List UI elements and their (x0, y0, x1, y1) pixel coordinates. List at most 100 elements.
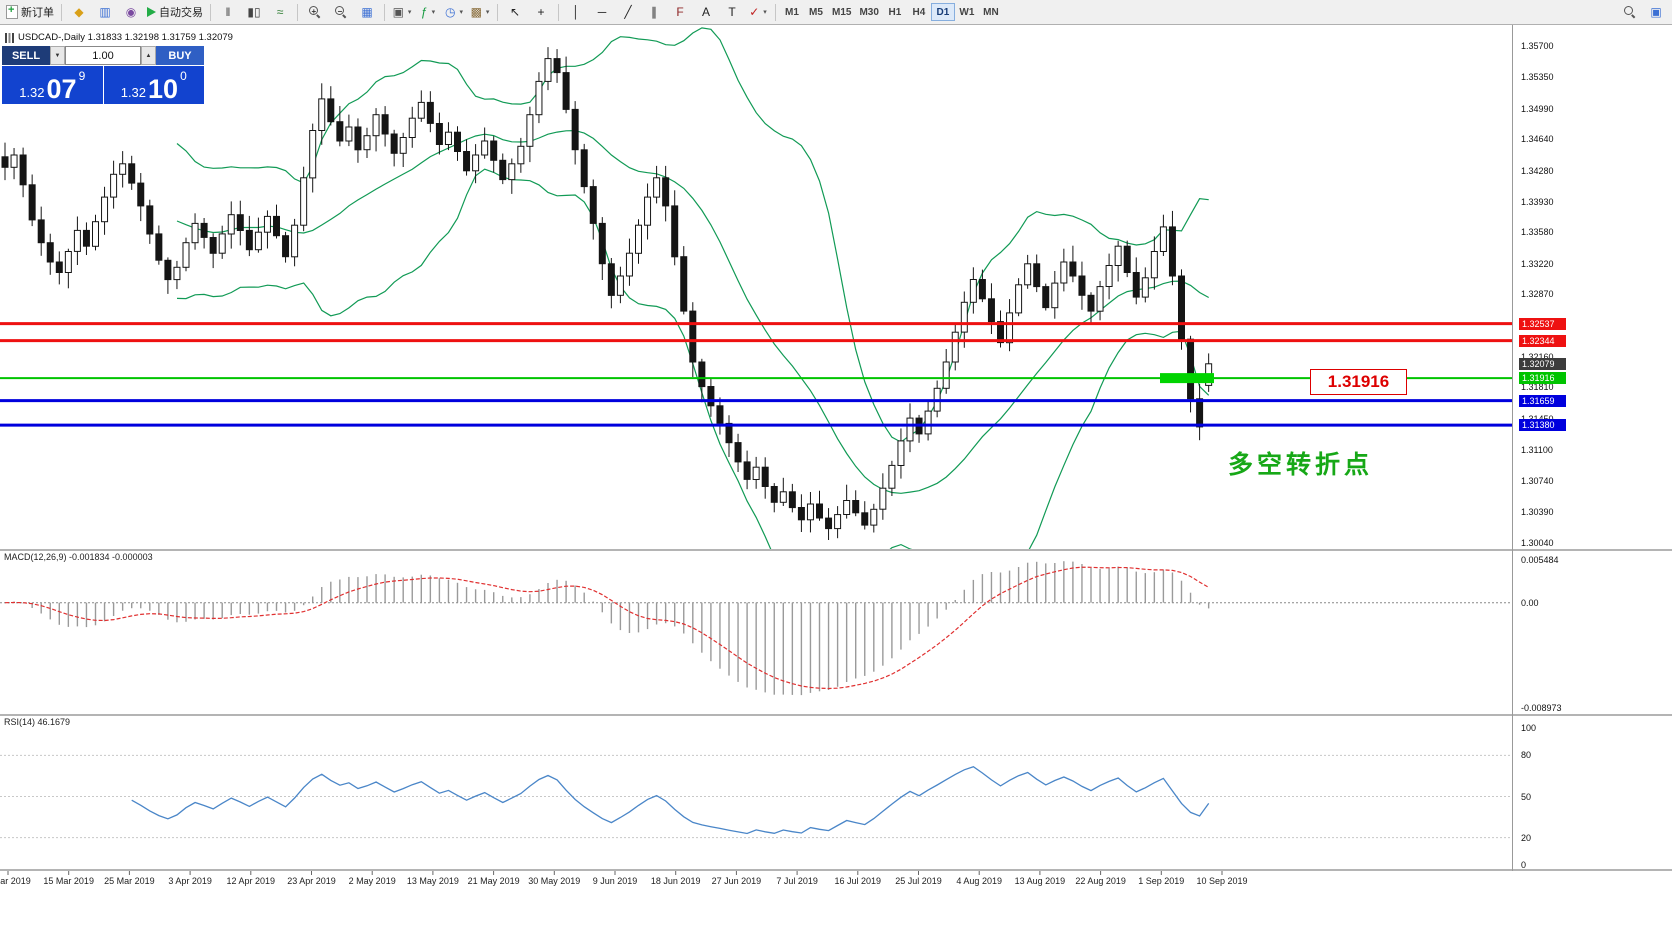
chart-icon (5, 32, 14, 43)
date-axis-label: 18 Jun 2019 (650, 876, 701, 886)
text-label-icon[interactable]: T (719, 2, 745, 22)
profiles-icon[interactable]: ◆ (66, 2, 92, 22)
timeframe-m30[interactable]: M30 (859, 6, 879, 18)
volume-down-button[interactable]: ▼ (50, 46, 65, 65)
timeframe-toolbar: M1 M5 M15 M30 H1 H4 D1 W1 MN (780, 3, 1003, 21)
timeframe-m1[interactable]: M1 (785, 6, 799, 18)
profiles-icon: ◆ (74, 5, 84, 19)
search-icon[interactable] (1617, 2, 1643, 22)
price-axis-label: 1.32870 (1521, 289, 1554, 300)
timeframe-h4[interactable]: H4 (912, 6, 926, 18)
price-axis-label: 1.34990 (1521, 103, 1554, 114)
new-chart-icon[interactable]: ▣ ▾ (389, 2, 415, 22)
volume-input[interactable]: 1.00 (65, 46, 141, 65)
zoom-out-icon: − (335, 6, 347, 18)
line-chart-icon: ≈ (276, 5, 284, 19)
candlestick-chart-icon[interactable]: ▮▯ (241, 2, 267, 22)
date-axis-label: 23 Apr 2019 (287, 876, 336, 886)
cursor-icon[interactable]: ↖ (502, 2, 528, 22)
buy-price-sup: 0 (180, 69, 187, 83)
price-marker: 1.32537 (1519, 317, 1566, 330)
one-click-trading-panel: SELL ▼ 1.00 ▲ BUY 1.32 07 9 1.32 10 0 (2, 46, 204, 104)
sell-price-big: 07 (46, 74, 77, 105)
arrows-icon[interactable]: ✓ ▾ (745, 2, 771, 22)
new-order-button[interactable]: 新订单 (3, 2, 57, 22)
price-axis-label: 1.30740 (1521, 476, 1554, 487)
crosshair-icon[interactable]: + (528, 2, 554, 22)
fibonacci-icon: F (676, 5, 684, 19)
date-axis-label: 25 Jul 2019 (895, 876, 942, 886)
toolbar-separator (297, 3, 298, 21)
rsi-axis-label: 80 (1521, 750, 1532, 761)
horizontal-line-icon[interactable]: ─ (589, 2, 615, 22)
sell-button[interactable]: SELL (2, 46, 50, 65)
date-axis-label: 3 Apr 2019 (168, 876, 212, 886)
trendline-icon[interactable]: ╱ (615, 2, 641, 22)
timeframe-m5[interactable]: M5 (809, 6, 823, 18)
new-order-button-label: 新订单 (21, 7, 54, 19)
price-callout[interactable]: 1.31916 (1310, 369, 1407, 395)
toolbar-right-buttons: ▣ (1617, 2, 1669, 22)
periods-icon[interactable]: ◷ ▾ (441, 2, 467, 22)
bar-chart-icon[interactable]: ‖ (215, 2, 241, 22)
tile-windows-icon[interactable]: ▦ (354, 2, 380, 22)
date-axis-label: 1 Sep 2019 (1138, 876, 1185, 886)
price-axis-label: 1.33220 (1521, 258, 1554, 269)
rsi-axis-label: 0 (1521, 860, 1527, 870)
toolbar-buttons: 新订单◆▥◉自动交易‖▮▯≈+−▦▣▾ƒ▾◷▾▩▾↖+│─╱∥FAT✓▾ (3, 2, 771, 22)
charts-icon[interactable]: ▥ (92, 2, 118, 22)
equidistant-channel-icon[interactable]: ∥ (641, 2, 667, 22)
rsi-axis-label: 100 (1521, 723, 1537, 733)
dropdown-arrow-icon[interactable]: ▾ (431, 9, 436, 16)
toolbar: 新订单◆▥◉自动交易‖▮▯≈+−▦▣▾ƒ▾◷▾▩▾↖+│─╱∥FAT✓▾ M1M… (0, 0, 1672, 25)
annotation-text[interactable]: 多空转折点 (1228, 451, 1374, 479)
timeframe-mn[interactable]: MN (983, 6, 999, 18)
sell-price-display[interactable]: 1.32 07 9 (2, 66, 103, 104)
price-axis-label: 1.34640 (1521, 134, 1554, 145)
autotrading-button[interactable]: 自动交易 (144, 2, 206, 22)
strategy-tester-icon[interactable]: ◉ (118, 2, 144, 22)
fibonacci-icon[interactable]: F (667, 2, 693, 22)
price-axis-label: 1.33580 (1521, 227, 1554, 238)
zoom-in-icon: + (309, 6, 321, 18)
timeframe-w1[interactable]: W1 (959, 6, 975, 18)
periods-icon: ◷ (445, 5, 456, 19)
zoom-in-icon[interactable]: + (302, 2, 328, 22)
timeframe-m15[interactable]: M15 (832, 6, 852, 18)
sell-price-prefix: 1.32 (19, 85, 45, 100)
buy-price-prefix: 1.32 (120, 85, 147, 100)
volume-up-button[interactable]: ▲ (141, 46, 156, 65)
dropdown-arrow-icon[interactable]: ▾ (763, 9, 767, 16)
zoom-out-icon[interactable]: − (328, 2, 354, 22)
indicators-icon[interactable]: ƒ ▾ (415, 2, 441, 22)
toolbar-separator (775, 3, 776, 21)
text-icon[interactable]: A (693, 2, 719, 22)
chart-canvas[interactable] (0, 25, 1672, 950)
templates-icon[interactable]: ▩ ▾ (467, 2, 493, 22)
date-axis-label: 7 Jul 2019 (776, 876, 818, 886)
toolbar-separator (384, 3, 385, 21)
price-axis-label: 1.33930 (1521, 196, 1554, 207)
bar-chart-icon: ‖ (225, 5, 231, 19)
new-chart-icon: ▣ (392, 5, 404, 19)
line-chart-icon[interactable]: ≈ (267, 2, 293, 22)
sell-price-sup: 9 (78, 69, 86, 83)
date-axis-label: 2 May 2019 (348, 876, 396, 886)
community-icon[interactable]: ▣ (1643, 2, 1669, 22)
timeframe-d1[interactable]: D1 (930, 3, 955, 21)
date-axis-label: 25 Mar 2019 (104, 876, 155, 886)
dropdown-arrow-icon[interactable]: ▾ (459, 9, 463, 16)
buy-price-display[interactable]: 1.32 10 0 (103, 66, 204, 104)
vertical-line-icon[interactable]: │ (563, 2, 589, 22)
dropdown-arrow-icon[interactable]: ▾ (407, 9, 412, 16)
dropdown-arrow-icon[interactable]: ▾ (485, 9, 490, 16)
date-axis-label: 4 Aug 2019 (956, 876, 1002, 886)
toolbar-separator (210, 3, 211, 21)
autotrading-icon (147, 7, 156, 17)
date-axis-label: 9 Jun 2019 (592, 876, 638, 886)
timeframe-h1[interactable]: H1 (888, 6, 902, 18)
cursor-icon: ↖ (509, 5, 521, 19)
buy-button[interactable]: BUY (156, 46, 204, 65)
price-axis-label: 1.31100 (1521, 444, 1553, 455)
horizontal-line-icon: ─ (597, 5, 607, 19)
